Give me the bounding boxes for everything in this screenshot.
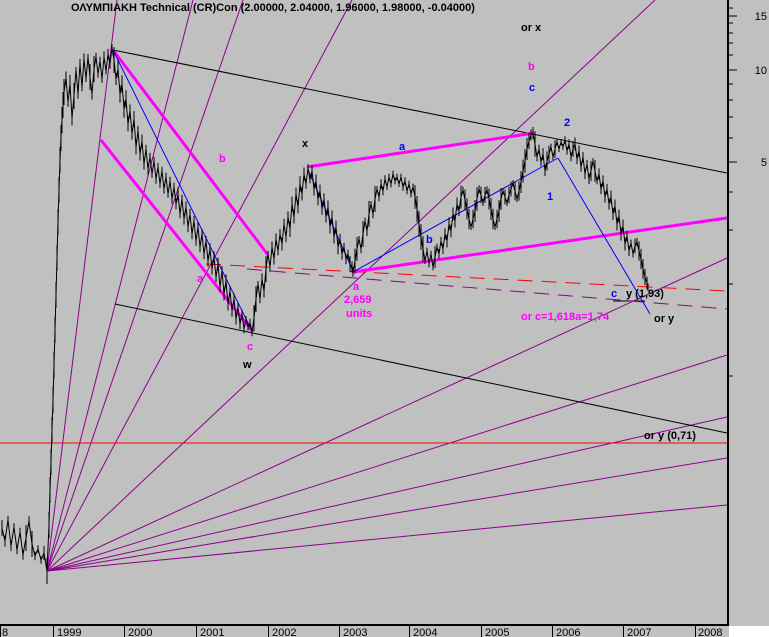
- gann-fan-line: [46, 457, 728, 572]
- annotation-label: a: [353, 281, 360, 293]
- gann-fan-line: [46, 257, 728, 572]
- x-axis-label: 2001: [200, 627, 224, 637]
- trendline-lower-black-channel: [114, 303, 728, 434]
- trendline-upper-black-channel: [112, 49, 728, 174]
- annotation-label: a: [197, 273, 204, 285]
- chart-title: ΟΛΥΜΠΙΑΚΗ Technical (CR)Con (2.00000, 2.…: [71, 2, 475, 14]
- y-axis-label: 10: [755, 65, 767, 77]
- x-axis-label: 1999: [57, 627, 81, 637]
- annotation-label: w: [242, 359, 252, 371]
- annotation-label: or c=1,618a=1,74: [521, 311, 610, 323]
- trendline-blue-wave-down-1: [112, 49, 253, 332]
- annotation-label: or y: [654, 313, 675, 325]
- x-axis-label: 2003: [343, 627, 367, 637]
- annotation-label: or y (0,71): [644, 430, 696, 442]
- annotation-label: b: [528, 61, 535, 73]
- annotation-label: c: [529, 82, 535, 94]
- gann-fan-line: [46, 504, 728, 572]
- x-axis-label: 2006: [556, 627, 580, 637]
- trendline-purple-dashed: [246, 268, 728, 310]
- annotation-label: c: [611, 288, 617, 300]
- price-bars: [1, 44, 649, 584]
- y-axis-label: 5: [761, 157, 767, 169]
- trendline-blue-wave-down-3: [557, 157, 651, 315]
- trendline-magenta-down-upper: [111, 49, 270, 256]
- annotation-label: units: [346, 308, 372, 320]
- trendline-magenta-up-upper: [306, 131, 535, 169]
- x-axis-label: 2000: [128, 627, 152, 637]
- x-axis-label: 2005: [485, 627, 509, 637]
- y-axis-label: 15: [755, 11, 767, 23]
- gann-fan-line: [46, 0, 353, 572]
- annotation-label: 2: [564, 117, 570, 129]
- trendline-magenta-up-lower: [352, 216, 728, 274]
- annotation-label: b: [219, 153, 226, 165]
- x-axis-label: 2004: [413, 627, 437, 637]
- gann-fan-line: [46, 0, 118, 572]
- annotation-label: y (1,93): [626, 288, 664, 300]
- annotation-label: a: [399, 141, 406, 153]
- gann-fan-line: [46, 0, 244, 572]
- gann-fan-line: [46, 354, 728, 572]
- annotation-label: x: [302, 138, 309, 150]
- x-axis-label: 2008: [698, 627, 722, 637]
- gann-fan-line: [46, 0, 194, 572]
- x-axis-label: 2007: [627, 627, 651, 637]
- annotation-label: b: [426, 234, 433, 246]
- axis-corner-blank: [729, 626, 769, 637]
- annotation-label: 2,659: [344, 294, 372, 306]
- trendline-red-dashed: [205, 263, 728, 292]
- gann-fan-line: [46, 0, 656, 572]
- annotation-label: 1: [547, 191, 553, 203]
- annotation-label: or x: [521, 22, 542, 34]
- x-axis-label: 8: [2, 627, 8, 637]
- x-axis-label: 2002: [272, 627, 296, 637]
- annotation-label: c: [247, 341, 253, 353]
